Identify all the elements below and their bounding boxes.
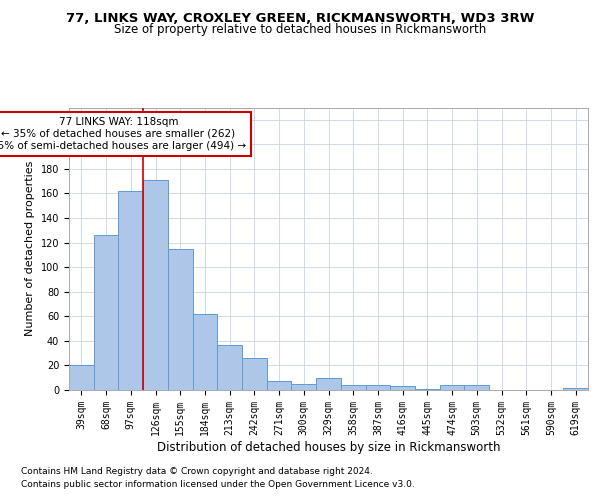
Bar xyxy=(168,249,193,390)
Text: Contains HM Land Registry data © Crown copyright and database right 2024.: Contains HM Land Registry data © Crown c… xyxy=(21,467,373,476)
Text: 77 LINKS WAY: 118sqm
← 35% of detached houses are smaller (262)
65% of semi-deta: 77 LINKS WAY: 118sqm ← 35% of detached h… xyxy=(0,118,246,150)
Text: Size of property relative to detached houses in Rickmansworth: Size of property relative to detached ho… xyxy=(114,24,486,36)
Text: Contains public sector information licensed under the Open Government Licence v3: Contains public sector information licen… xyxy=(21,480,415,489)
Text: 77, LINKS WAY, CROXLEY GREEN, RICKMANSWORTH, WD3 3RW: 77, LINKS WAY, CROXLEY GREEN, RICKMANSWO… xyxy=(66,12,534,26)
Bar xyxy=(69,366,94,390)
Bar xyxy=(365,385,390,390)
Bar xyxy=(440,385,464,390)
X-axis label: Distribution of detached houses by size in Rickmansworth: Distribution of detached houses by size … xyxy=(157,440,500,454)
Bar xyxy=(415,389,440,390)
Bar xyxy=(267,382,292,390)
Bar xyxy=(242,358,267,390)
Bar xyxy=(193,314,217,390)
Bar xyxy=(143,180,168,390)
Bar xyxy=(292,384,316,390)
Bar xyxy=(94,235,118,390)
Y-axis label: Number of detached properties: Number of detached properties xyxy=(25,161,35,336)
Bar xyxy=(316,378,341,390)
Bar xyxy=(464,385,489,390)
Bar xyxy=(390,386,415,390)
Bar xyxy=(563,388,588,390)
Bar xyxy=(217,344,242,390)
Bar xyxy=(118,191,143,390)
Bar xyxy=(341,385,365,390)
